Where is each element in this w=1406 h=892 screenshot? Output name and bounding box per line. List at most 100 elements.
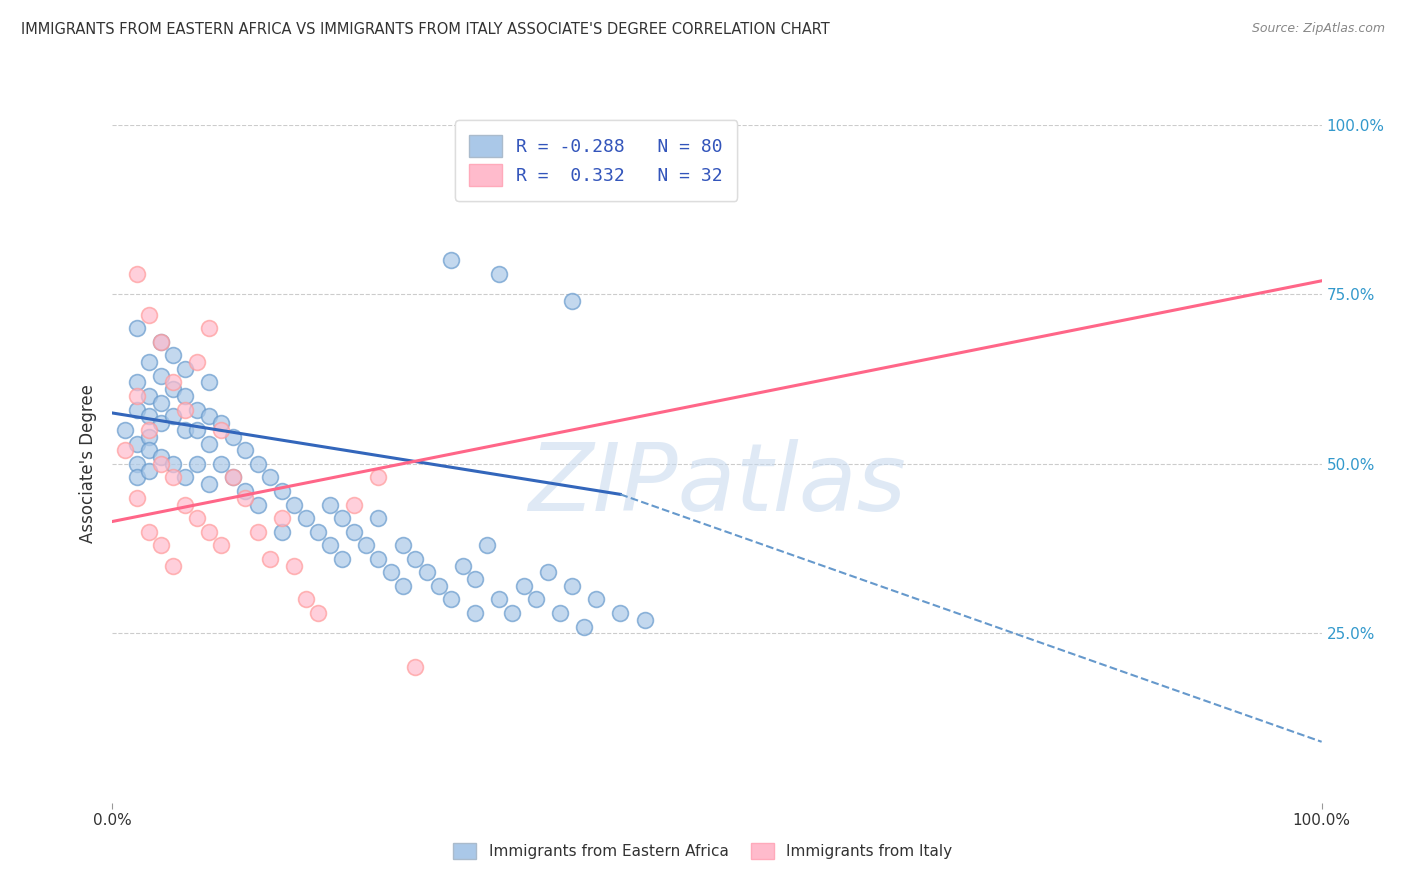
Point xyxy=(270,511,292,525)
Point xyxy=(356,538,378,552)
Point xyxy=(198,376,221,390)
Point xyxy=(270,524,292,539)
Point xyxy=(283,498,305,512)
Point xyxy=(138,524,160,539)
Point xyxy=(138,409,160,424)
Point xyxy=(633,613,655,627)
Point xyxy=(125,267,148,281)
Point xyxy=(451,558,474,573)
Point xyxy=(138,423,160,437)
Point xyxy=(125,470,148,484)
Point xyxy=(295,592,318,607)
Point xyxy=(138,430,160,444)
Point xyxy=(198,477,221,491)
Point xyxy=(209,416,232,430)
Point xyxy=(307,606,329,620)
Point xyxy=(404,551,426,566)
Point xyxy=(283,558,305,573)
Point xyxy=(367,551,389,566)
Point xyxy=(561,579,583,593)
Point xyxy=(138,443,160,458)
Point xyxy=(440,253,463,268)
Point xyxy=(319,538,342,552)
Point xyxy=(548,606,571,620)
Point xyxy=(162,558,184,573)
Point xyxy=(138,308,160,322)
Point xyxy=(246,457,269,471)
Point xyxy=(209,457,232,471)
Point xyxy=(162,382,184,396)
Point xyxy=(391,538,413,552)
Point xyxy=(149,450,172,464)
Point xyxy=(464,572,486,586)
Point xyxy=(149,416,172,430)
Point xyxy=(440,592,463,607)
Text: IMMIGRANTS FROM EASTERN AFRICA VS IMMIGRANTS FROM ITALY ASSOCIATE'S DEGREE CORRE: IMMIGRANTS FROM EASTERN AFRICA VS IMMIGR… xyxy=(21,22,830,37)
Point xyxy=(125,402,148,417)
Point xyxy=(367,470,389,484)
Point xyxy=(149,457,172,471)
Point xyxy=(149,334,172,349)
Point xyxy=(209,538,232,552)
Legend: R = -0.288   N = 80, R =  0.332   N = 32: R = -0.288 N = 80, R = 0.332 N = 32 xyxy=(456,120,737,201)
Point xyxy=(138,355,160,369)
Point xyxy=(186,511,208,525)
Point xyxy=(380,566,402,580)
Point xyxy=(367,511,389,525)
Point xyxy=(174,389,197,403)
Point xyxy=(149,396,172,410)
Point xyxy=(330,511,353,525)
Point xyxy=(222,470,245,484)
Point xyxy=(404,660,426,674)
Y-axis label: Associate's Degree: Associate's Degree xyxy=(79,384,97,543)
Point xyxy=(198,321,221,335)
Point xyxy=(477,538,499,552)
Point xyxy=(330,551,353,566)
Point xyxy=(198,524,221,539)
Point xyxy=(174,423,197,437)
Point xyxy=(319,498,342,512)
Point xyxy=(174,402,197,417)
Point xyxy=(125,491,148,505)
Point xyxy=(138,389,160,403)
Point xyxy=(198,436,221,450)
Text: Source: ZipAtlas.com: Source: ZipAtlas.com xyxy=(1251,22,1385,36)
Point xyxy=(125,457,148,471)
Point xyxy=(222,470,245,484)
Point xyxy=(259,470,281,484)
Point xyxy=(609,606,631,620)
Point xyxy=(125,436,148,450)
Point xyxy=(488,267,510,281)
Point xyxy=(186,402,208,417)
Point xyxy=(343,498,366,512)
Point xyxy=(174,470,197,484)
Point xyxy=(512,579,534,593)
Point xyxy=(259,551,281,566)
Point xyxy=(162,409,184,424)
Point xyxy=(307,524,329,539)
Point xyxy=(174,498,197,512)
Point xyxy=(295,511,318,525)
Point xyxy=(198,409,221,424)
Point xyxy=(162,376,184,390)
Text: ZIPatlas: ZIPatlas xyxy=(529,439,905,530)
Point xyxy=(391,579,413,593)
Point xyxy=(222,430,245,444)
Point xyxy=(138,464,160,478)
Point xyxy=(125,321,148,335)
Point xyxy=(524,592,547,607)
Point xyxy=(235,443,257,458)
Point xyxy=(246,524,269,539)
Point xyxy=(162,470,184,484)
Point xyxy=(427,579,450,593)
Point xyxy=(114,443,136,458)
Point xyxy=(235,491,257,505)
Legend: Immigrants from Eastern Africa, Immigrants from Italy: Immigrants from Eastern Africa, Immigran… xyxy=(446,835,960,866)
Point xyxy=(174,362,197,376)
Point xyxy=(501,606,523,620)
Point xyxy=(125,389,148,403)
Point xyxy=(114,423,136,437)
Point xyxy=(162,457,184,471)
Point xyxy=(343,524,366,539)
Point xyxy=(186,457,208,471)
